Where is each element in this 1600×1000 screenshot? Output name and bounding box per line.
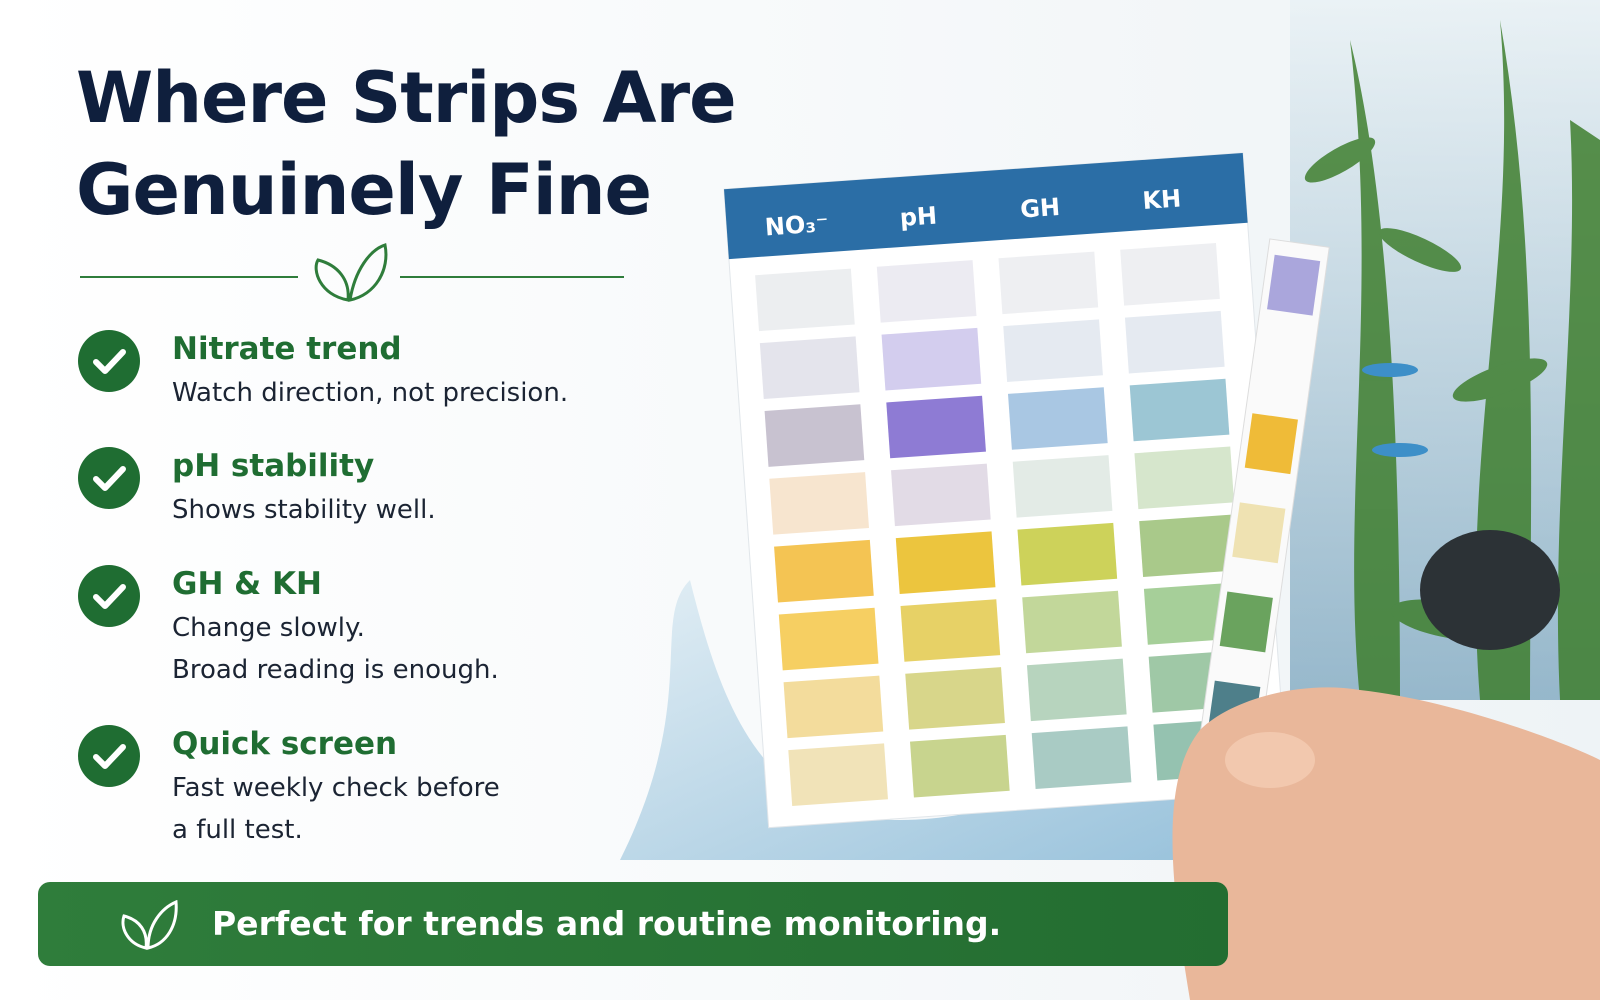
swatch — [755, 268, 855, 332]
divider — [80, 243, 624, 302]
banner: Perfect for trends and routine monitorin… — [38, 882, 1228, 966]
strip-pad — [1219, 591, 1273, 653]
swatch — [891, 463, 991, 527]
check-icon — [78, 565, 140, 627]
item-text: Watch direction, not precision. — [172, 372, 678, 414]
swatch — [769, 472, 870, 535]
swatch — [881, 327, 982, 391]
item-text: Shows stability well. — [172, 489, 678, 531]
swatch — [998, 251, 1099, 315]
thumb — [1225, 732, 1315, 788]
banner-text: Perfect for trends and routine monitorin… — [212, 904, 1002, 943]
swatch — [1007, 387, 1108, 450]
swatch — [905, 667, 1005, 730]
item-heading: pH stability — [172, 448, 375, 484]
chart-column-label: GH — [1019, 193, 1061, 224]
swatch — [1022, 590, 1122, 654]
item-heading: Nitrate trend — [172, 331, 402, 367]
item-line: Shows stability well. — [172, 495, 436, 525]
check-circle — [78, 447, 140, 509]
check-icon — [78, 447, 140, 509]
swatch — [783, 675, 884, 739]
list-item: pH stability Shows stability well. — [78, 447, 678, 531]
item-line: Fast weekly check before — [172, 773, 500, 803]
list-item: Quick screen Fast weekly check before a fu… — [78, 725, 678, 851]
swatch — [1124, 310, 1225, 374]
list-item: GH & KH Change slowly. Broad reading is en… — [78, 565, 678, 691]
check-circle — [78, 725, 140, 787]
item-line: Change slowly. — [172, 613, 365, 643]
swatch — [788, 743, 888, 806]
rock — [1420, 530, 1560, 650]
check-mark — [93, 349, 126, 374]
swatch — [876, 260, 977, 323]
hand — [1172, 687, 1600, 1000]
item-heading: Quick screen — [172, 726, 398, 762]
swatch — [1120, 243, 1220, 306]
chart-column-label: pH — [899, 201, 938, 232]
strip-pad — [1267, 254, 1321, 316]
list-item: Nitrate trend Watch direction, not precis… — [78, 330, 678, 414]
item-heading: GH & KH — [172, 566, 322, 602]
swatch — [900, 599, 1001, 662]
chart-column-label: KH — [1142, 184, 1183, 215]
fish — [1372, 443, 1428, 457]
swatch — [1129, 378, 1230, 442]
check-mark — [93, 584, 126, 609]
check-icon — [78, 725, 140, 787]
swatch — [1139, 514, 1239, 577]
swatch — [778, 607, 879, 671]
leaf-icon — [121, 900, 178, 950]
check-circle — [78, 565, 140, 627]
title: Where Strips Are Genuinely Fine — [76, 57, 737, 231]
swatch — [774, 539, 874, 603]
swatch — [895, 531, 996, 594]
swatch — [764, 404, 865, 467]
swatch — [759, 336, 860, 399]
item-text: Change slowly. Broad reading is enough. — [172, 607, 678, 691]
chart-header — [724, 152, 1248, 260]
swatch — [1134, 446, 1235, 510]
chart-column-label: NO₃⁻ — [764, 209, 829, 241]
item-text: Fast weekly check before a full test. — [172, 767, 678, 851]
check-circle — [78, 330, 140, 392]
swatch — [1031, 726, 1132, 789]
color-chart: NO₃⁻ pH GH KH — [723, 152, 1288, 829]
strip-pad — [1244, 413, 1298, 475]
check-mark — [93, 744, 126, 769]
check-mark — [93, 466, 126, 491]
item-line: Watch direction, not precision. — [172, 378, 569, 408]
swatch — [1017, 522, 1118, 586]
swatch — [1003, 319, 1103, 382]
swatch — [910, 734, 1010, 798]
swatch — [1012, 455, 1113, 518]
check-icon — [78, 330, 140, 392]
strip-pad — [1232, 502, 1286, 564]
swatch — [886, 395, 986, 459]
item-line: a full test. — [172, 815, 303, 845]
item-line: Broad reading is enough. — [172, 655, 499, 685]
fish — [1362, 363, 1418, 377]
swatch — [1026, 658, 1127, 722]
